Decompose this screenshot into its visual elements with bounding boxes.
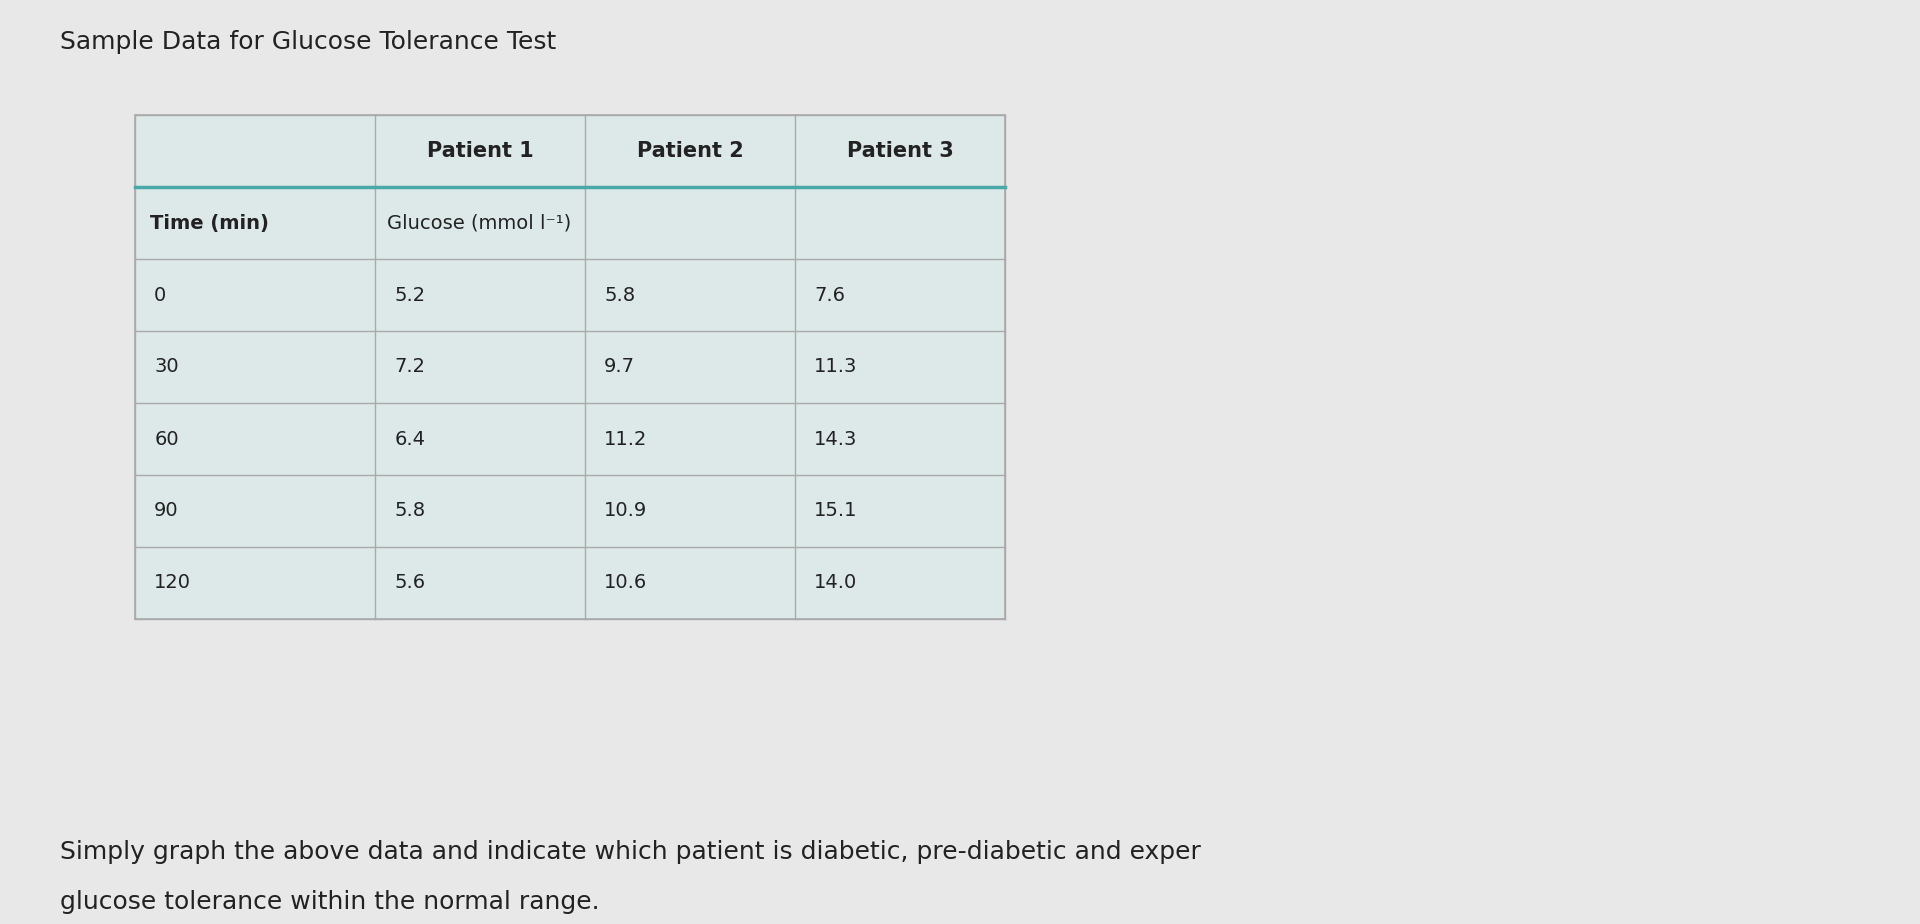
Text: 14.0: 14.0 [814, 574, 858, 592]
Text: 11.2: 11.2 [605, 430, 647, 448]
Text: Patient 2: Patient 2 [637, 141, 743, 161]
Text: 10.6: 10.6 [605, 574, 647, 592]
Text: 5.8: 5.8 [605, 286, 636, 305]
Text: 15.1: 15.1 [814, 502, 858, 520]
Text: Glucose (mmol l⁻¹): Glucose (mmol l⁻¹) [386, 213, 570, 233]
Text: 6.4: 6.4 [394, 430, 424, 448]
Text: 0: 0 [154, 286, 167, 305]
Text: 9.7: 9.7 [605, 358, 636, 376]
Text: glucose tolerance within the normal range.: glucose tolerance within the normal rang… [60, 890, 599, 914]
Text: Patient 3: Patient 3 [847, 141, 954, 161]
Text: 14.3: 14.3 [814, 430, 858, 448]
Text: 120: 120 [154, 574, 192, 592]
Text: Sample Data for Glucose Tolerance Test: Sample Data for Glucose Tolerance Test [60, 30, 557, 54]
Text: Patient 1: Patient 1 [426, 141, 534, 161]
Text: 5.8: 5.8 [394, 502, 426, 520]
Text: 60: 60 [154, 430, 179, 448]
Text: Time (min): Time (min) [150, 213, 269, 233]
Text: 30: 30 [154, 358, 179, 376]
Text: 5.2: 5.2 [394, 286, 426, 305]
Text: 7.2: 7.2 [394, 358, 424, 376]
Text: 5.6: 5.6 [394, 574, 426, 592]
Text: 11.3: 11.3 [814, 358, 858, 376]
Text: Simply graph the above data and indicate which patient is diabetic, pre-diabetic: Simply graph the above data and indicate… [60, 840, 1200, 864]
Text: 7.6: 7.6 [814, 286, 845, 305]
Text: 10.9: 10.9 [605, 502, 647, 520]
Text: 90: 90 [154, 502, 179, 520]
